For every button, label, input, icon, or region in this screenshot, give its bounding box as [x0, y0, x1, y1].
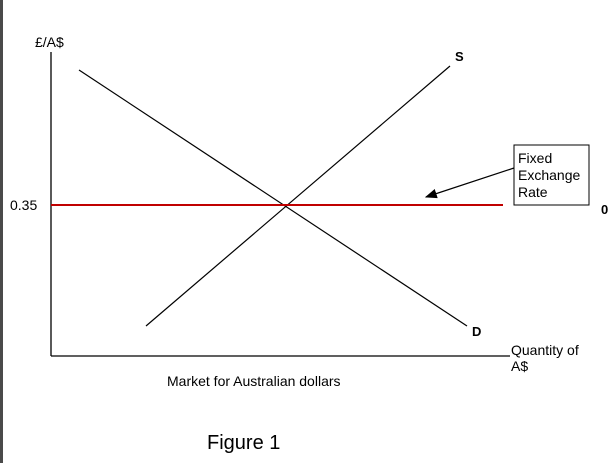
x-axis-label-line2: A$ [511, 358, 528, 374]
price-tick-label: 0.35 [10, 197, 37, 213]
supply-curve [145, 65, 451, 327]
x-axis-label-line1: Quantity of [511, 342, 579, 358]
demand-label: D [472, 324, 481, 339]
fixed-rate-line2: Exchange [518, 167, 580, 183]
figure-caption: Figure 1 [207, 432, 280, 454]
right-edge-label: 0 [601, 202, 608, 217]
fixed-rate-line1: Fixed [518, 150, 552, 166]
fixed-rate-line3: Rate [518, 184, 548, 200]
fixed-rate-box [513, 144, 590, 206]
y-axis-label: £/A$ [35, 34, 64, 50]
left-window-edge [0, 0, 3, 463]
pointer-arrow [424, 167, 515, 199]
supply-label: S [455, 49, 464, 64]
market-caption: Market for Australian dollars [167, 373, 341, 389]
demand-curve [78, 69, 468, 327]
